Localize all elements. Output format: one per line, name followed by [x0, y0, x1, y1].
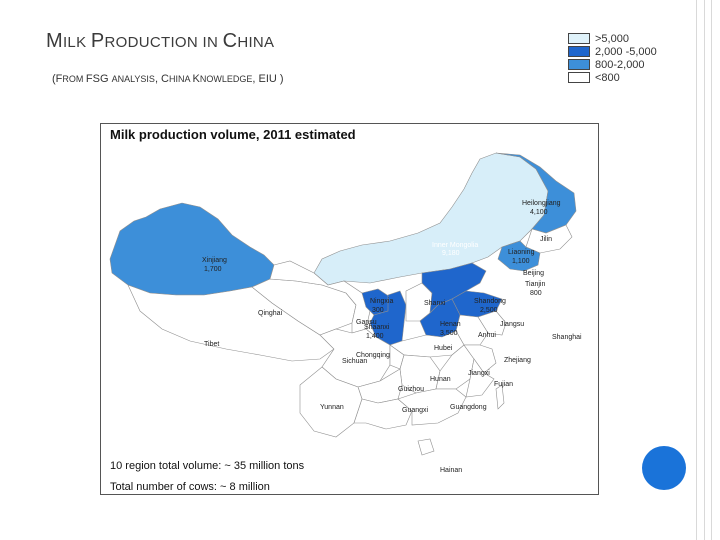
subtitle-part: , C — [154, 73, 169, 85]
vertical-rule-1 — [696, 0, 697, 540]
label-qinghai: Qinghai — [258, 310, 283, 317]
legend-item: 2,000 -5,000 — [568, 45, 657, 58]
label-hubei: Hubei — [434, 345, 453, 352]
total-volume-note: 10 region total volume: ~ 35 million ton… — [110, 460, 305, 472]
value-ningxia: 300 — [372, 307, 384, 314]
decorative-circle — [642, 446, 686, 490]
label-xinjiang: Xinjiang — [202, 257, 227, 264]
label-inner-mongolia: Inner Mongolia — [432, 242, 478, 249]
region-gansu — [269, 260, 371, 334]
label-shanghai: Shanghai — [552, 334, 582, 341]
title-part: M — [46, 30, 63, 52]
label-liaoning: Liaoning — [508, 249, 535, 256]
subtitle-part: F — [55, 73, 63, 85]
label-fujian: Fujian — [494, 381, 513, 388]
label-henan: Henan — [440, 321, 461, 328]
subtitle-part: ANALYSIS — [111, 74, 155, 84]
label-tianjin: Tianjin — [525, 281, 545, 288]
map-title: Milk production volume, 2011 estimated — [110, 127, 356, 142]
title-part: ILK — [62, 34, 91, 51]
subtitle-part: ( — [52, 73, 56, 85]
subtitle-part: ROM — [62, 74, 86, 84]
legend-item: >5,000 — [568, 32, 657, 45]
subtitle-part: , EIU ) — [252, 73, 284, 85]
subtitle-part: NOWLEDGE — [199, 74, 253, 84]
legend-swatch — [568, 59, 590, 70]
legend-label: 2,000 -5,000 — [595, 45, 657, 58]
legend-label: <800 — [595, 71, 620, 84]
legend-swatch — [568, 72, 590, 83]
region-taiwan — [495, 384, 505, 410]
label-guangxi: Guangxi — [402, 407, 429, 414]
label-ningxia: Ningxia — [370, 298, 393, 305]
subtitle-part: FSG — [85, 73, 112, 85]
legend-swatch — [568, 33, 590, 44]
value-shaanxi: 1,400 — [366, 333, 384, 340]
legend-swatch — [568, 46, 590, 57]
label-zhejiang: Zhejiang — [504, 357, 531, 364]
label-guangdong: Guangdong — [450, 404, 487, 411]
label-shanxi: Shanxi — [424, 300, 446, 307]
slide-subtitle: (FROM FSG ANALYSIS, CHINA KNOWLEDGE, EIU… — [52, 73, 284, 85]
legend-label: >5,000 — [595, 32, 629, 45]
subtitle-part: K — [192, 73, 200, 85]
total-cows-note: Total number of cows: ~ 8 million — [110, 481, 270, 493]
value-heilongjiang: 4,100 — [530, 209, 548, 216]
value-inner-mongolia: 9,180 — [442, 250, 460, 257]
vertical-rule-2 — [704, 0, 705, 540]
subtitle-part: HINA — [169, 74, 193, 84]
vertical-rule-3 — [711, 0, 712, 540]
label-hunan: Hunan — [430, 376, 451, 383]
label-yunnan: Yunnan — [320, 404, 344, 411]
china-map: Heilongjiang 4,100 Jilin Inner Mongolia … — [109, 152, 582, 474]
legend-item: <800 — [568, 71, 657, 84]
value-xinjiang: 1,700 — [204, 266, 222, 273]
label-jiangsu: Jiangsu — [500, 321, 524, 328]
region-liaoning — [497, 240, 541, 272]
legend-label: 800-2,000 — [595, 58, 645, 71]
title-part: P — [90, 30, 105, 52]
label-jiangxi: Jiangxi — [468, 370, 490, 377]
region-guangxi — [353, 398, 413, 430]
region-hainan — [417, 438, 435, 456]
title-part: C — [222, 30, 238, 52]
slide-title: MILK PRODUCTION IN CHINA — [46, 30, 274, 53]
label-chongqing: Chongqing — [356, 352, 390, 359]
label-beijing: Beijing — [523, 270, 544, 277]
label-tibet: Tibet — [204, 341, 219, 348]
value-shandong: 2,500 — [480, 307, 498, 314]
label-shandong: Shandong — [474, 298, 506, 305]
label-guizhou: Guizhou — [398, 386, 424, 393]
label-heilongjiang: Heilongjiang — [522, 200, 561, 207]
value-liaoning: 1,100 — [512, 258, 530, 265]
region-guangdong — [397, 388, 467, 426]
label-gansu: Gansu — [356, 319, 377, 326]
label-shaanxi: Shaanxi — [364, 324, 390, 331]
label-hainan: Hainan — [440, 467, 462, 474]
region-xinjiang — [109, 202, 275, 296]
value-henan: 3,500 — [440, 330, 458, 337]
value-tianjin: 800 — [530, 290, 542, 297]
title-part: RODUCTION IN — [104, 34, 223, 51]
title-part: HINA — [237, 34, 275, 51]
label-anhui: Anhui — [478, 332, 496, 339]
map-legend: >5,000 2,000 -5,000 800-2,000 <800 — [568, 32, 657, 84]
label-sichuan: Sichuan — [342, 358, 367, 365]
label-jilin: Jilin — [540, 236, 552, 243]
legend-item: 800-2,000 — [568, 58, 657, 71]
